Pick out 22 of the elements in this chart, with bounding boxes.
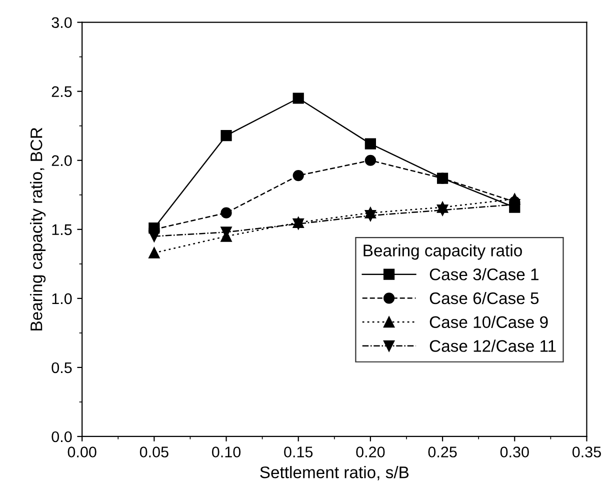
- x-tick-label: 0.00: [68, 446, 96, 458]
- legend-label: Case 10/Case 9: [430, 316, 548, 328]
- x-tick-label: 0.30: [500, 446, 529, 458]
- legend-label: Case 6/Case 5: [430, 292, 539, 304]
- x-axis-title: Settlement ratio, s/B: [260, 466, 409, 480]
- x-tick-label: 0.10: [212, 446, 241, 458]
- y-tick-label: 0.0: [52, 431, 72, 442]
- x-tick-label: 0.15: [284, 446, 313, 458]
- y-tick-label: 2.5: [52, 86, 72, 98]
- y-tick-label: 2.0: [52, 155, 72, 166]
- y-tick-label: 1.0: [52, 293, 72, 304]
- x-tick-label: 0.25: [428, 446, 457, 458]
- x-tick-label: 0.20: [356, 446, 385, 458]
- x-tick-label: 0.35: [572, 446, 601, 458]
- y-tick-label: 3.0: [52, 17, 72, 28]
- legend-label: Case 12/Case 11: [430, 340, 556, 352]
- legend-title: Bearing capacity ratio: [364, 244, 522, 260]
- y-tick-label: 1.5: [52, 224, 72, 236]
- x-tick-label: 0.05: [140, 446, 168, 458]
- y-tick-label: 0.5: [52, 362, 72, 374]
- y-axis-title: Bearing capacity ratio, BCR: [30, 128, 46, 330]
- legend-label: Case 3/Case 1: [430, 268, 538, 280]
